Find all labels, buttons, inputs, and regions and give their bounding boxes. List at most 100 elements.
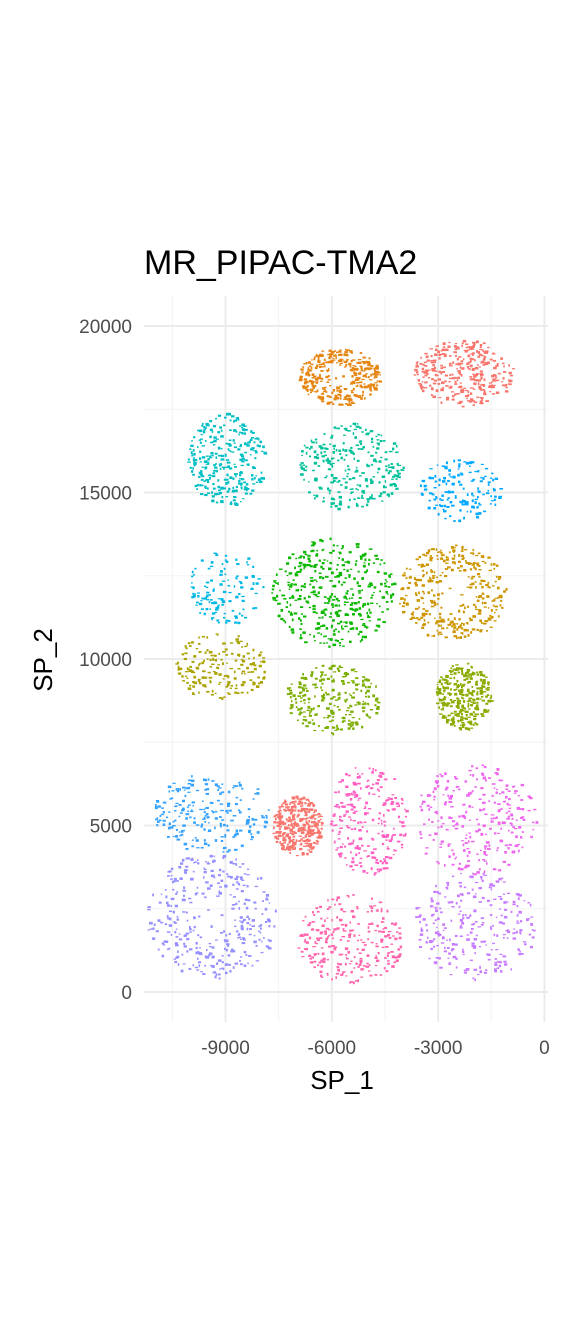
data-point bbox=[333, 502, 335, 505]
data-point bbox=[426, 571, 428, 575]
data-point bbox=[452, 549, 456, 553]
data-point bbox=[440, 606, 443, 609]
data-point bbox=[367, 855, 370, 857]
data-point bbox=[492, 487, 495, 490]
data-point bbox=[464, 350, 468, 353]
data-point bbox=[324, 932, 327, 935]
data-point bbox=[239, 445, 242, 448]
data-point bbox=[310, 928, 315, 931]
data-point bbox=[234, 962, 239, 965]
data-point bbox=[198, 952, 203, 955]
data-point bbox=[188, 779, 192, 782]
data-point bbox=[283, 838, 287, 842]
data-point bbox=[302, 464, 305, 466]
data-point bbox=[422, 553, 425, 556]
data-point bbox=[437, 378, 442, 381]
data-point bbox=[405, 577, 408, 580]
data-point bbox=[453, 672, 457, 675]
data-point bbox=[377, 624, 381, 628]
data-point bbox=[182, 799, 185, 803]
data-point bbox=[357, 821, 360, 825]
data-point bbox=[186, 950, 189, 953]
data-point bbox=[495, 609, 498, 611]
data-point bbox=[508, 807, 512, 809]
data-point bbox=[484, 779, 487, 782]
data-point bbox=[181, 953, 184, 956]
data-point bbox=[200, 438, 203, 440]
data-point bbox=[451, 625, 454, 628]
data-point bbox=[498, 877, 502, 881]
data-point bbox=[469, 792, 471, 795]
data-point bbox=[350, 828, 354, 830]
data-point bbox=[382, 835, 386, 838]
data-point bbox=[305, 725, 309, 728]
cluster-16 bbox=[147, 854, 277, 980]
data-point bbox=[315, 942, 318, 945]
data-point bbox=[212, 971, 217, 974]
data-point bbox=[358, 448, 360, 450]
data-point bbox=[358, 862, 362, 864]
data-point bbox=[294, 572, 298, 574]
data-point bbox=[307, 367, 310, 370]
data-point bbox=[477, 351, 480, 354]
data-point bbox=[478, 595, 482, 598]
data-point bbox=[370, 851, 375, 855]
data-point bbox=[429, 348, 433, 350]
data-point bbox=[226, 824, 229, 828]
data-point bbox=[490, 384, 494, 387]
data-point bbox=[289, 585, 292, 588]
data-point bbox=[472, 977, 475, 980]
data-point bbox=[303, 566, 305, 570]
data-point bbox=[321, 400, 325, 403]
data-point bbox=[357, 425, 360, 428]
data-point bbox=[384, 935, 388, 938]
data-point bbox=[481, 879, 484, 882]
data-point bbox=[393, 961, 396, 964]
data-point bbox=[288, 836, 291, 839]
data-point bbox=[258, 925, 262, 928]
data-point bbox=[446, 939, 448, 941]
data-point bbox=[210, 802, 214, 804]
data-point bbox=[185, 813, 190, 816]
data-point bbox=[369, 498, 372, 500]
data-point bbox=[376, 380, 379, 382]
data-point bbox=[215, 608, 219, 611]
data-point bbox=[351, 808, 354, 811]
data-point bbox=[175, 936, 179, 938]
data-point bbox=[173, 877, 177, 880]
data-point bbox=[383, 572, 388, 575]
data-point bbox=[317, 964, 320, 967]
data-point bbox=[183, 808, 185, 811]
data-point bbox=[308, 361, 311, 364]
data-point bbox=[494, 970, 498, 973]
data-point bbox=[354, 563, 357, 566]
data-point bbox=[210, 925, 213, 928]
data-point bbox=[234, 691, 237, 694]
data-point bbox=[400, 588, 404, 591]
cluster-8 bbox=[399, 544, 508, 640]
data-point bbox=[418, 914, 422, 917]
data-point bbox=[224, 963, 229, 966]
data-point bbox=[302, 673, 304, 676]
data-point bbox=[491, 374, 495, 378]
data-point bbox=[182, 679, 185, 682]
data-point bbox=[440, 676, 443, 678]
data-point bbox=[454, 776, 457, 778]
data-point bbox=[338, 665, 341, 668]
data-point bbox=[299, 555, 303, 558]
data-point bbox=[455, 544, 458, 547]
data-point bbox=[505, 788, 509, 790]
data-point bbox=[223, 424, 226, 427]
data-point bbox=[452, 852, 455, 856]
data-point bbox=[430, 557, 434, 559]
data-point bbox=[468, 562, 471, 565]
data-point bbox=[504, 908, 507, 911]
data-point bbox=[466, 727, 470, 730]
data-point bbox=[208, 600, 211, 603]
data-point bbox=[441, 371, 445, 373]
data-point bbox=[362, 390, 364, 394]
data-point bbox=[490, 385, 494, 389]
data-point bbox=[236, 875, 239, 878]
data-point bbox=[246, 463, 249, 466]
data-point bbox=[338, 390, 341, 393]
